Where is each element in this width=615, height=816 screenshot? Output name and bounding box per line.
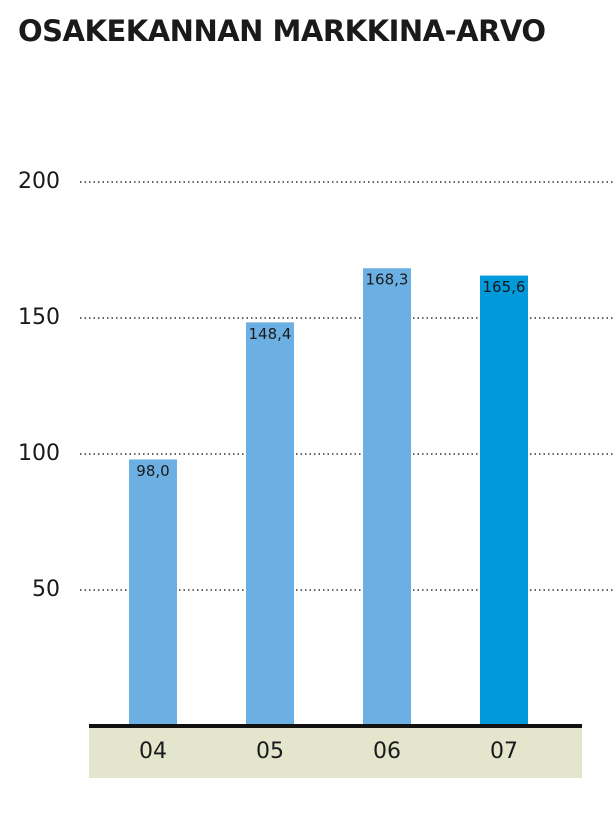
x-tick-label: 05 (256, 739, 284, 764)
bar (129, 459, 177, 726)
y-tick-label: 50 (32, 577, 60, 602)
value-label: 98,0 (136, 462, 169, 480)
x-tick-label: 04 (139, 739, 167, 764)
bar (480, 275, 528, 726)
y-tick-label: 100 (18, 441, 60, 466)
bar (363, 268, 411, 726)
category-band (89, 728, 582, 778)
chart-title: OSAKEKANNAN MARKKINA-ARVO (18, 14, 546, 48)
value-label: 168,3 (366, 271, 409, 289)
x-tick-label: 07 (490, 739, 518, 764)
bar (246, 322, 294, 726)
value-label: 165,6 (483, 278, 526, 296)
value-label: 148,4 (249, 325, 292, 343)
y-tick-label: 150 (18, 305, 60, 330)
x-tick-label: 06 (373, 739, 401, 764)
y-tick-label: 200 (18, 169, 60, 194)
